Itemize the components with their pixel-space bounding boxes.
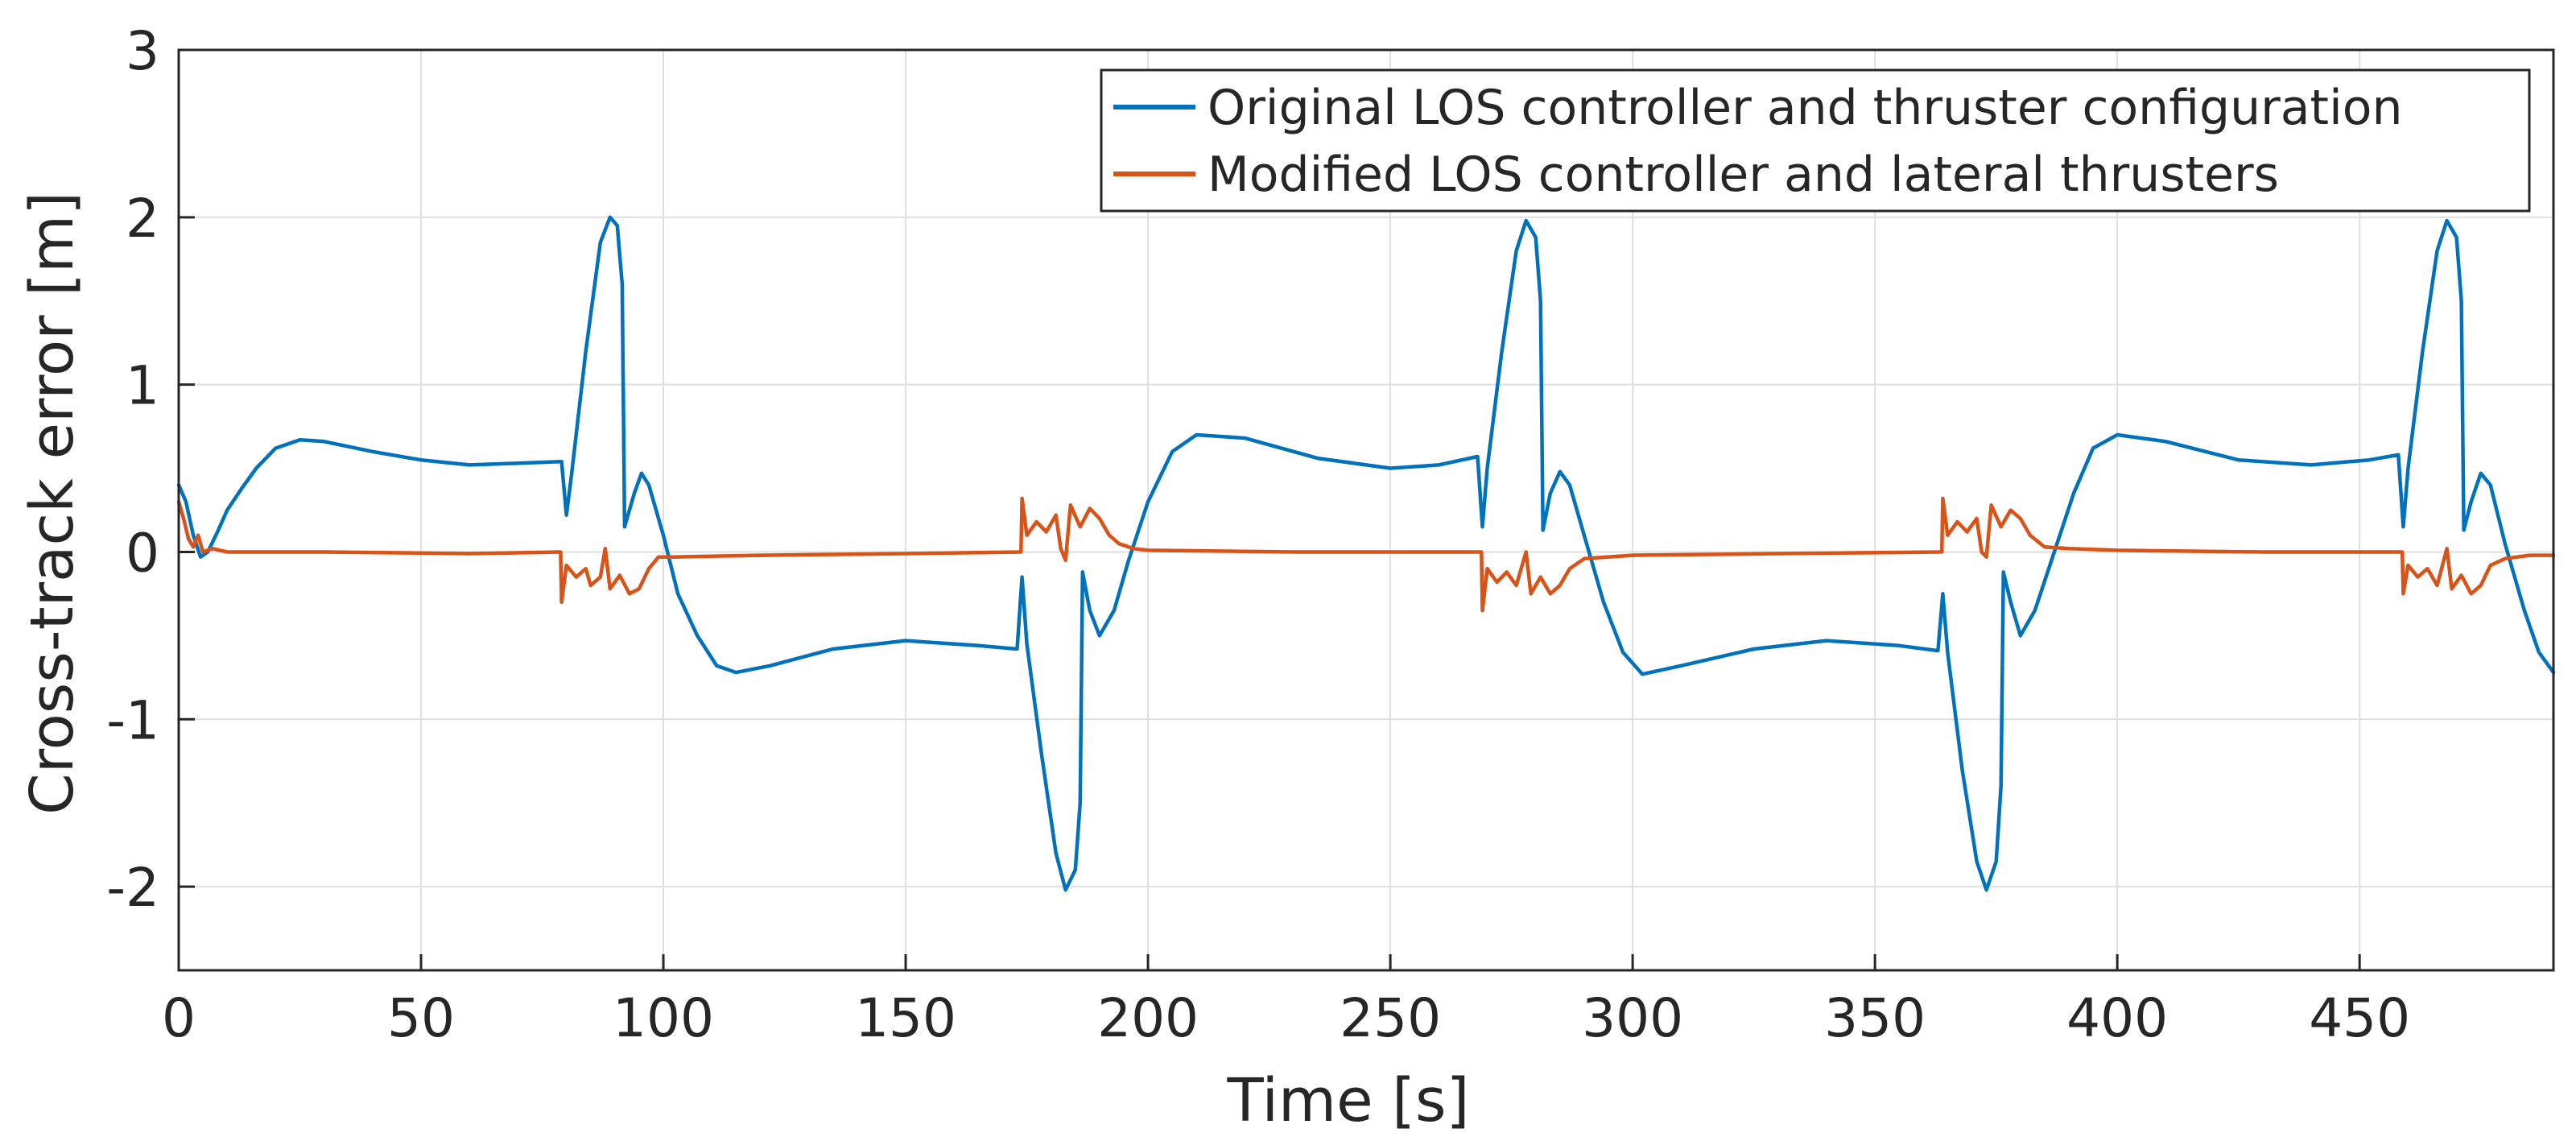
x-tick-label: 450 [2309,987,2410,1049]
legend-label: Original LOS controller and thruster con… [1208,80,2402,136]
y-axis: -2 -1 0 1 2 3 [106,20,195,919]
x-tick-label: 50 [387,987,455,1049]
y-tick-label: -2 [106,857,159,919]
x-tick-label: 300 [1582,987,1683,1049]
x-tick-label: 200 [1097,987,1199,1049]
series-lines [176,215,2556,892]
x-tick-label: 250 [1340,987,1441,1049]
x-axis-label: Time [s] [1227,1066,1470,1135]
x-tick-label: 100 [613,987,714,1049]
legend: Original LOS controller and thruster con… [1100,68,2531,213]
y-tick-label: 2 [126,188,159,250]
y-tick-label: 1 [126,355,159,417]
y-tick-label: 3 [126,20,159,82]
plot-frame [177,48,2555,972]
legend-label: Modified LOS controller and lateral thru… [1208,147,2279,203]
legend-box [1100,68,2531,213]
y-tick-label: 0 [126,522,159,584]
y-tick-label: -1 [106,689,159,751]
x-tick-label: 150 [855,987,956,1049]
x-tick-label: 350 [1824,987,1926,1049]
y-axis-label: Cross-track error [m] [18,192,87,815]
series-line-2 [176,496,2556,613]
x-tick-label: 400 [2066,987,2168,1049]
x-tick-label: 0 [162,987,196,1049]
x-axis: 0 50 100 150 200 250 300 350 400 450 [162,954,2410,1049]
series-line-1 [176,215,2556,892]
